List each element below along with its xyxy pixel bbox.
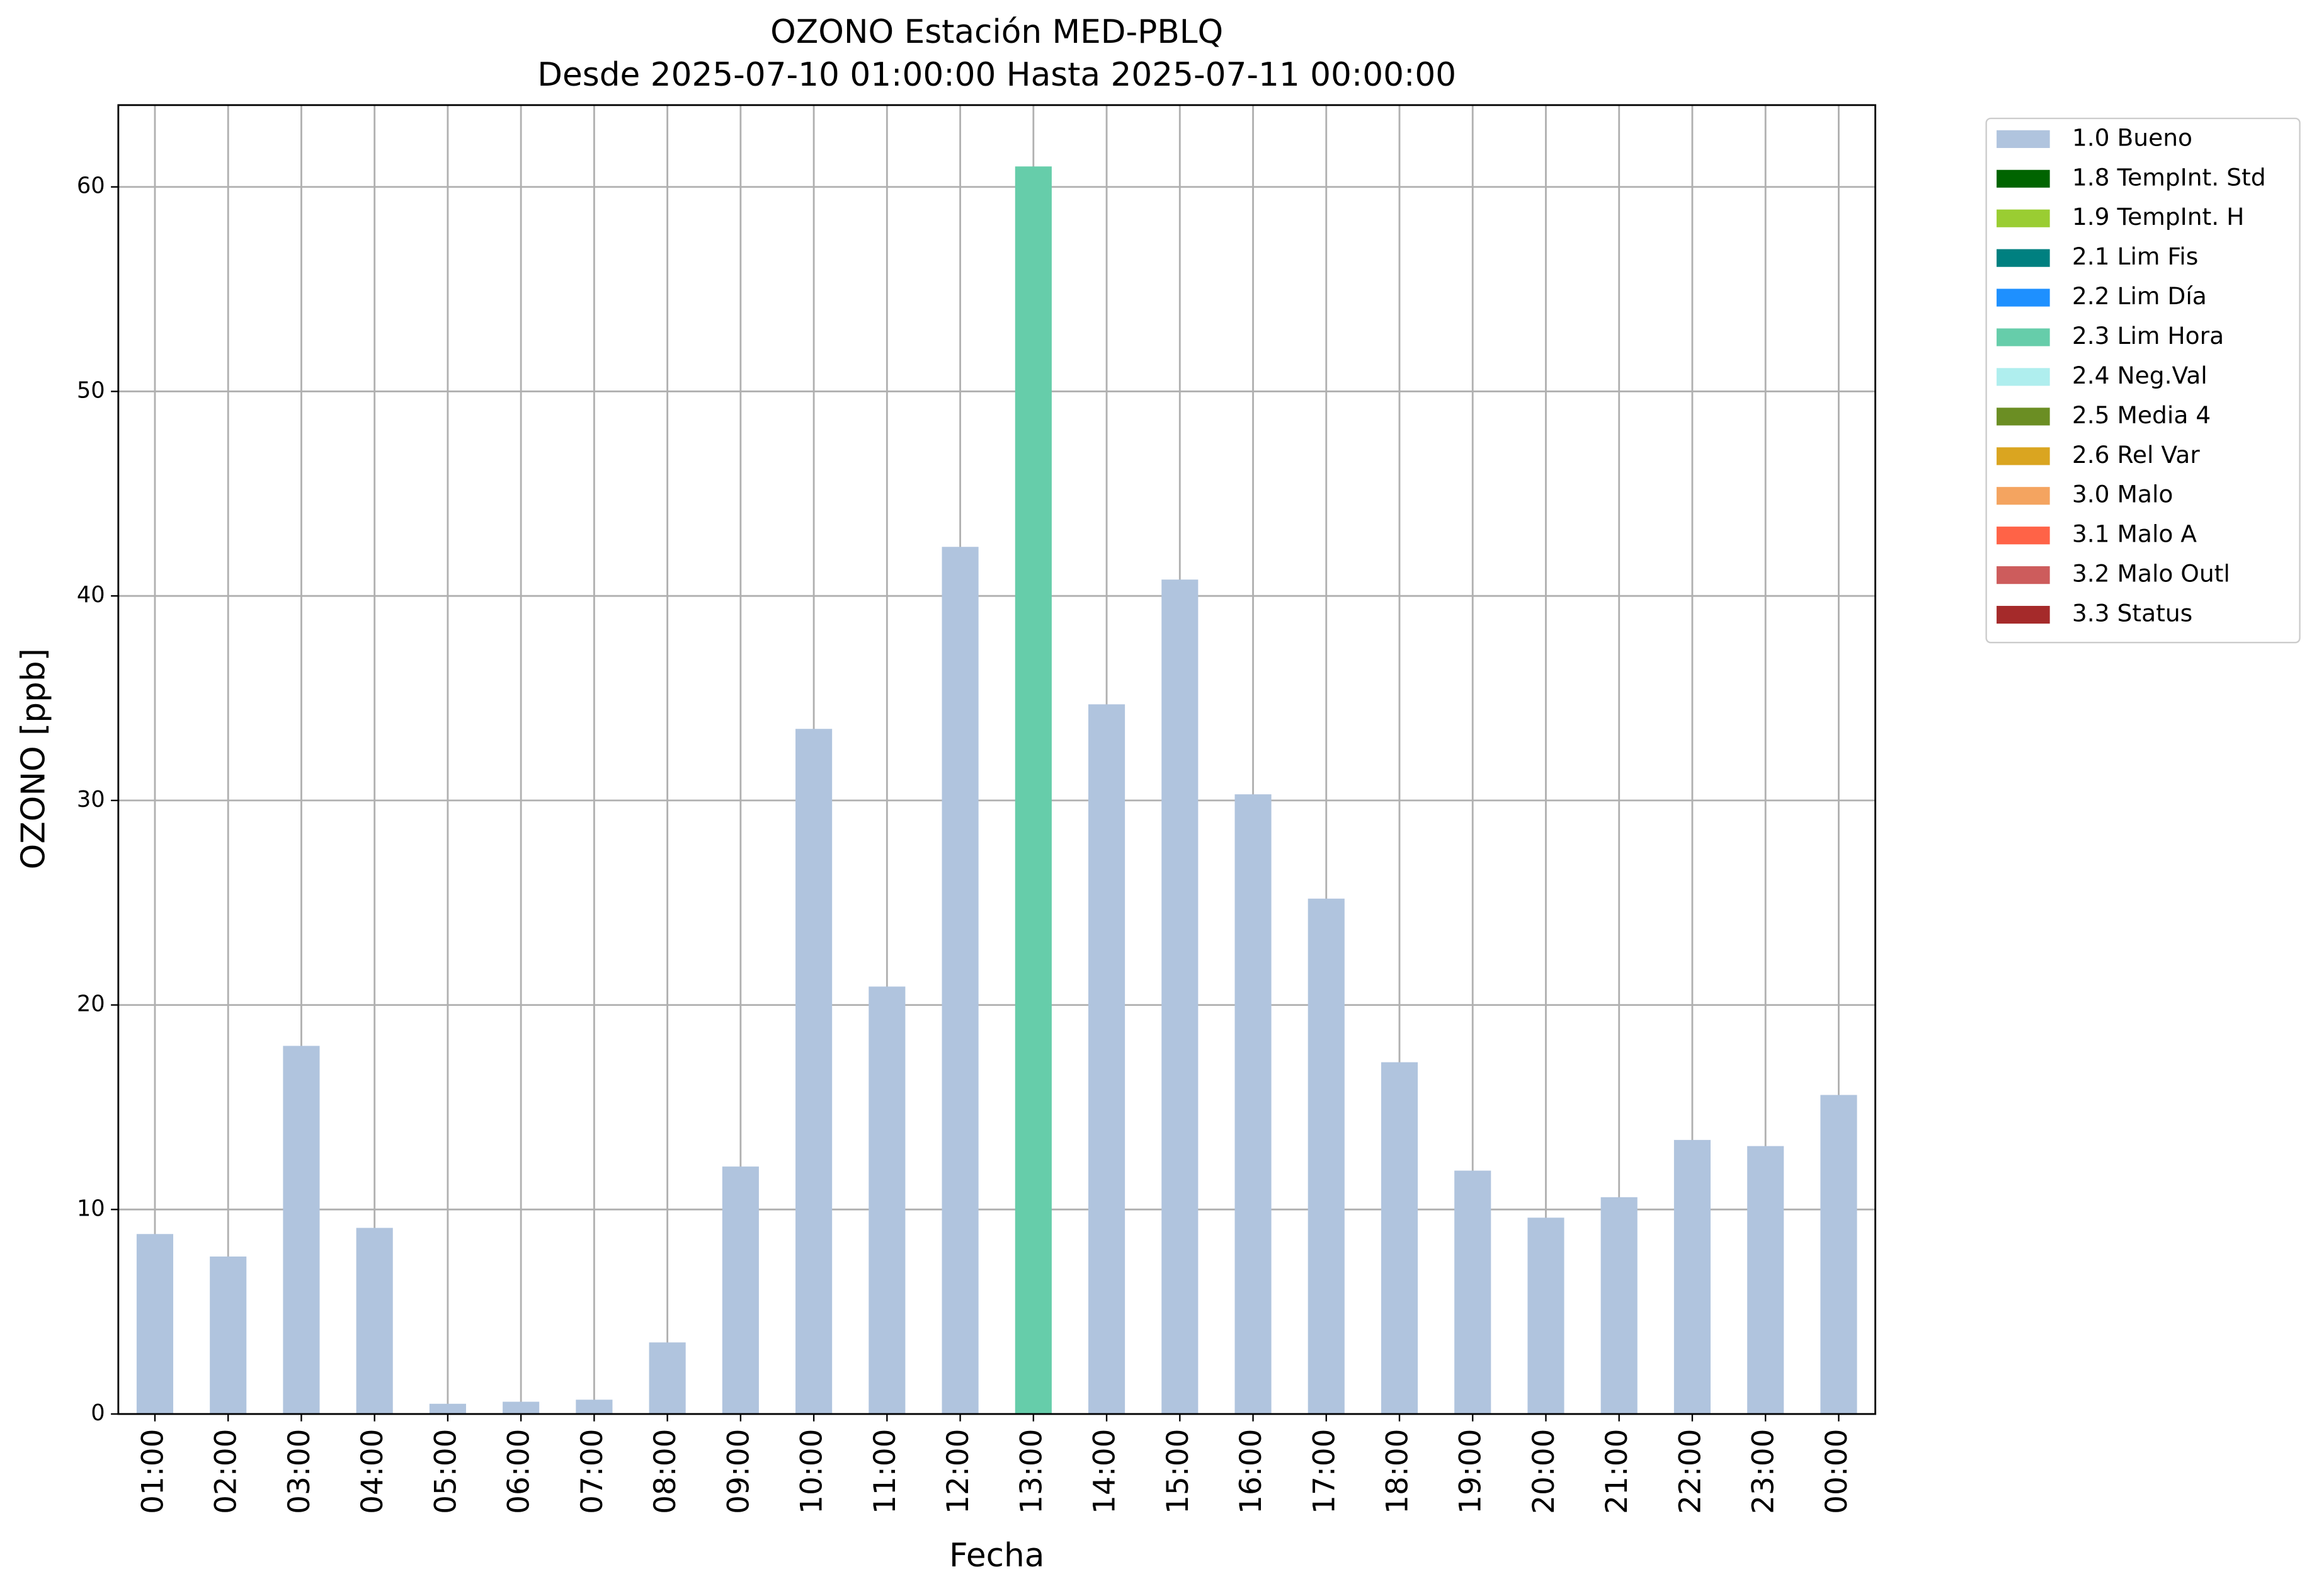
legend-swatch xyxy=(1997,566,2050,584)
x-tick-label: 18:00 xyxy=(1380,1429,1415,1514)
legend-label: 3.0 Malo xyxy=(2072,481,2174,508)
y-tick-label: 10 xyxy=(77,1195,105,1221)
x-tick-label: 14:00 xyxy=(1088,1429,1122,1514)
legend-label: 3.1 Malo A xyxy=(2072,520,2197,548)
legend-label: 3.3 Status xyxy=(2072,600,2192,627)
bar xyxy=(722,1166,759,1415)
legend-swatch xyxy=(1997,368,2050,386)
x-tick-label: 02:00 xyxy=(209,1429,244,1514)
x-tick-label: 06:00 xyxy=(502,1429,537,1514)
bar xyxy=(136,1234,174,1415)
bar xyxy=(1820,1095,1857,1415)
bar xyxy=(503,1401,540,1415)
legend-label: 2.2 Lim Día xyxy=(2072,282,2207,310)
x-tick-label: 10:00 xyxy=(795,1429,829,1514)
bar xyxy=(576,1399,613,1415)
legend-swatch xyxy=(1997,328,2050,346)
bar xyxy=(1527,1217,1564,1415)
x-tick-label: 22:00 xyxy=(1673,1429,1707,1514)
x-tick-label: 00:00 xyxy=(1820,1429,1854,1514)
bar xyxy=(1381,1062,1418,1415)
legend-box xyxy=(1985,117,2301,644)
bar xyxy=(795,729,833,1415)
legend-label: 2.1 Lim Fis xyxy=(2072,242,2198,270)
bar xyxy=(356,1228,393,1415)
bar xyxy=(869,986,906,1415)
x-tick-label: 17:00 xyxy=(1307,1429,1342,1514)
x-tick-label: 21:00 xyxy=(1600,1429,1634,1514)
legend-label: 3.2 Malo Outl xyxy=(2072,560,2230,588)
y-tick-label: 40 xyxy=(77,582,105,608)
x-tick-label: 01:00 xyxy=(135,1429,170,1514)
y-axis-label: OZONO [ppb] xyxy=(14,648,52,869)
x-tick-label: 03:00 xyxy=(282,1429,317,1514)
legend-swatch xyxy=(1997,288,2050,307)
legend-swatch xyxy=(1997,527,2050,545)
bar xyxy=(1308,898,1345,1415)
bar xyxy=(283,1046,320,1415)
bar xyxy=(1600,1197,1638,1415)
x-tick-label: 09:00 xyxy=(721,1429,756,1514)
bar xyxy=(649,1342,686,1415)
x-tick-label: 12:00 xyxy=(941,1429,976,1514)
legend-swatch xyxy=(1997,130,2050,148)
x-tick-label: 08:00 xyxy=(648,1429,683,1514)
chart-title: OZONO Estación MED-PBLQ xyxy=(770,13,1223,51)
x-axis-label: Fecha xyxy=(949,1537,1044,1575)
x-tick-label: 20:00 xyxy=(1527,1429,1561,1514)
y-tick-label: 0 xyxy=(91,1400,105,1426)
x-tick-label: 16:00 xyxy=(1234,1429,1268,1514)
x-tick-label: 19:00 xyxy=(1454,1429,1488,1514)
bar xyxy=(1673,1139,1711,1415)
x-tick-label: 04:00 xyxy=(355,1429,390,1514)
bar xyxy=(1161,579,1199,1415)
chart-subtitle: Desde 2025-07-10 01:00:00 Hasta 2025-07-… xyxy=(537,56,1456,94)
legend-swatch xyxy=(1997,209,2050,227)
legend-label: 1.8 TempInt. Std xyxy=(2072,163,2266,191)
legend-swatch xyxy=(1997,408,2050,426)
legend-label: 2.3 Lim Hora xyxy=(2072,322,2224,350)
bar xyxy=(210,1257,247,1415)
bar xyxy=(1454,1170,1491,1415)
legend-label: 1.9 TempInt. H xyxy=(2072,203,2245,231)
legend-swatch xyxy=(1997,605,2050,624)
x-tick-label: 11:00 xyxy=(868,1429,903,1514)
legend-label: 1.0 Bueno xyxy=(2072,123,2192,151)
legend-swatch xyxy=(1997,487,2050,505)
legend-label: 2.4 Neg.Val xyxy=(2072,362,2208,389)
plot-frame xyxy=(117,104,1876,1415)
legend-swatch xyxy=(1997,169,2050,188)
x-tick-label: 23:00 xyxy=(1746,1429,1781,1514)
legend-swatch xyxy=(1997,447,2050,465)
x-tick-label: 07:00 xyxy=(575,1429,610,1514)
y-tick-label: 30 xyxy=(77,787,105,812)
bar xyxy=(942,547,979,1415)
bar xyxy=(429,1403,466,1415)
x-tick-label: 05:00 xyxy=(428,1429,463,1514)
x-tick-label: 13:00 xyxy=(1014,1429,1049,1514)
bar xyxy=(1234,794,1272,1415)
legend-label: 2.6 Rel Var xyxy=(2072,441,2200,469)
legend-swatch xyxy=(1997,249,2050,267)
x-tick-label: 15:00 xyxy=(1161,1429,1195,1514)
legend-label: 2.5 Media 4 xyxy=(2072,401,2211,429)
y-tick-label: 20 xyxy=(77,991,105,1017)
bar xyxy=(1747,1146,1784,1415)
bar xyxy=(1015,166,1052,1415)
bar xyxy=(1088,704,1125,1415)
y-tick-label: 50 xyxy=(77,377,105,403)
y-tick-label: 60 xyxy=(77,173,105,199)
